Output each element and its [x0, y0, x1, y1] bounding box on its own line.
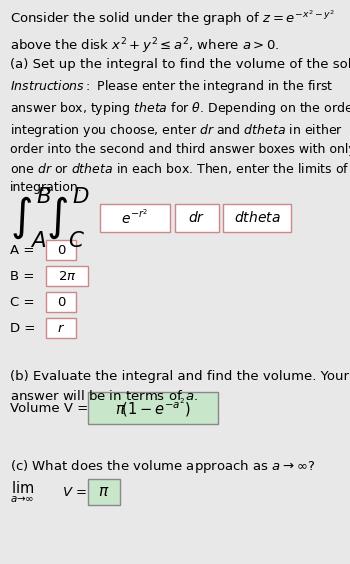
Text: Consider the solid under the graph of $z = e^{-x^2-y^2}$
above the disk $x^2 + y: Consider the solid under the graph of $z…	[10, 8, 335, 56]
Text: $dtheta$: $dtheta$	[234, 210, 280, 226]
FancyBboxPatch shape	[88, 479, 120, 505]
Text: $e^{-r^2}$: $e^{-r^2}$	[121, 209, 149, 227]
FancyBboxPatch shape	[46, 266, 88, 286]
FancyBboxPatch shape	[223, 204, 291, 232]
Text: Volume V =: Volume V =	[10, 402, 92, 415]
FancyBboxPatch shape	[46, 292, 76, 312]
Text: (c) What does the volume approach as $a \to \infty$?: (c) What does the volume approach as $a …	[10, 458, 315, 475]
FancyBboxPatch shape	[46, 318, 76, 338]
FancyBboxPatch shape	[175, 204, 219, 232]
Text: $V$ =: $V$ =	[62, 486, 89, 499]
Text: $dr$: $dr$	[188, 210, 205, 226]
Text: $\pi\!\left(1 - e^{-a^2}\right)$: $\pi\!\left(1 - e^{-a^2}\right)$	[115, 396, 191, 419]
Text: A =: A =	[10, 244, 38, 257]
Text: 0: 0	[57, 296, 65, 309]
Text: $r$: $r$	[57, 321, 65, 334]
Text: $\int_A^B\!\int_C^D$: $\int_A^B\!\int_C^D$	[10, 186, 90, 250]
Text: $\lim_{a \to \infty}$: $\lim_{a \to \infty}$	[10, 479, 34, 505]
Text: $\mathit{Instructions:}$ Please enter the integrand in the first
answer box, typ: $\mathit{Instructions:}$ Please enter th…	[10, 78, 350, 193]
Text: C =: C =	[10, 296, 39, 309]
FancyBboxPatch shape	[100, 204, 170, 232]
Text: (b) Evaluate the integral and find the volume. Your
answer will be in terms of $: (b) Evaluate the integral and find the v…	[10, 370, 349, 403]
Text: D =: D =	[10, 321, 40, 334]
FancyBboxPatch shape	[46, 240, 76, 260]
Text: $\pi$: $\pi$	[98, 484, 110, 500]
Text: $2\pi$: $2\pi$	[58, 270, 76, 283]
FancyBboxPatch shape	[88, 392, 218, 424]
Text: (a) Set up the integral to find the volume of the solid.: (a) Set up the integral to find the volu…	[10, 58, 350, 71]
Text: 0: 0	[57, 244, 65, 257]
Text: B =: B =	[10, 270, 38, 283]
